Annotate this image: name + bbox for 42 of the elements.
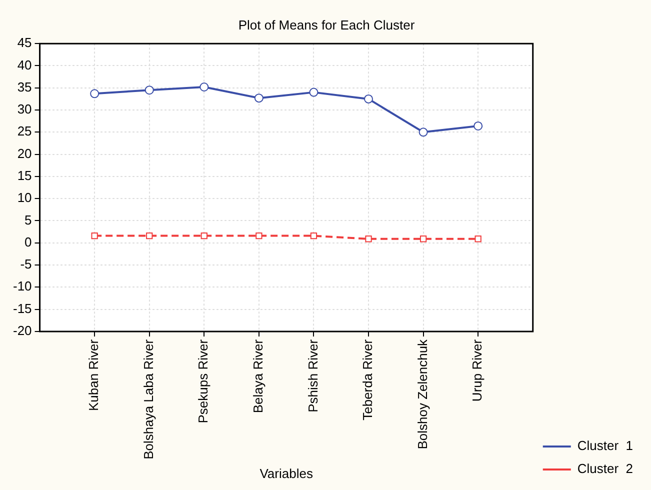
- y-tick-label: 45: [17, 35, 32, 50]
- point: [254, 94, 264, 103]
- x-tick-label: Teberda River: [360, 338, 376, 420]
- point: [144, 86, 154, 95]
- point: [418, 128, 428, 137]
- x-tick-label: Psekups River: [196, 338, 211, 424]
- point: [146, 232, 153, 240]
- x-axis-title: Variables: [260, 466, 314, 481]
- y-tick-label: 30: [17, 102, 32, 117]
- point: [256, 232, 262, 240]
- point: [474, 236, 482, 242]
- x-tick-label: Bolshaya Laba River: [140, 338, 156, 460]
- point: [364, 94, 374, 104]
- y-tick-label: 25: [17, 124, 32, 139]
- point: [309, 88, 318, 97]
- y-tick-label: 20: [17, 146, 32, 161]
- y-tick-label: -5: [20, 256, 32, 272]
- point: [365, 236, 372, 242]
- x-tick-label: Kuban River: [86, 338, 102, 411]
- y-tick-label: 0: [24, 234, 32, 250]
- legend-label: Cluster 1: [577, 438, 634, 454]
- point: [474, 121, 483, 130]
- legend-label: Cluster 2: [577, 461, 634, 476]
- y-tick-label: 5: [24, 212, 32, 228]
- y-tick-label: -15: [12, 300, 32, 316]
- y-tick-label: -10: [12, 278, 32, 294]
- point: [90, 89, 100, 98]
- y-tick-label: 10: [17, 190, 32, 206]
- x-tick-label: Urup River: [470, 338, 485, 402]
- y-tick-label: 35: [17, 79, 32, 94]
- point: [200, 232, 208, 240]
- chart-title: Plot of Means for Each Cluster: [238, 17, 416, 32]
- point: [310, 232, 318, 240]
- x-tick-label: Bolshoy Zelenchuk: [414, 338, 430, 450]
- y-tick-label: -20: [12, 323, 32, 338]
- y-tick-label: 15: [17, 168, 32, 184]
- x-tick-label: Pshish River: [305, 338, 320, 412]
- x-tick-label: Belaya River: [250, 338, 266, 414]
- y-tick-label: 40: [17, 57, 32, 72]
- point: [420, 236, 427, 242]
- point: [91, 232, 98, 240]
- point: [200, 82, 209, 92]
